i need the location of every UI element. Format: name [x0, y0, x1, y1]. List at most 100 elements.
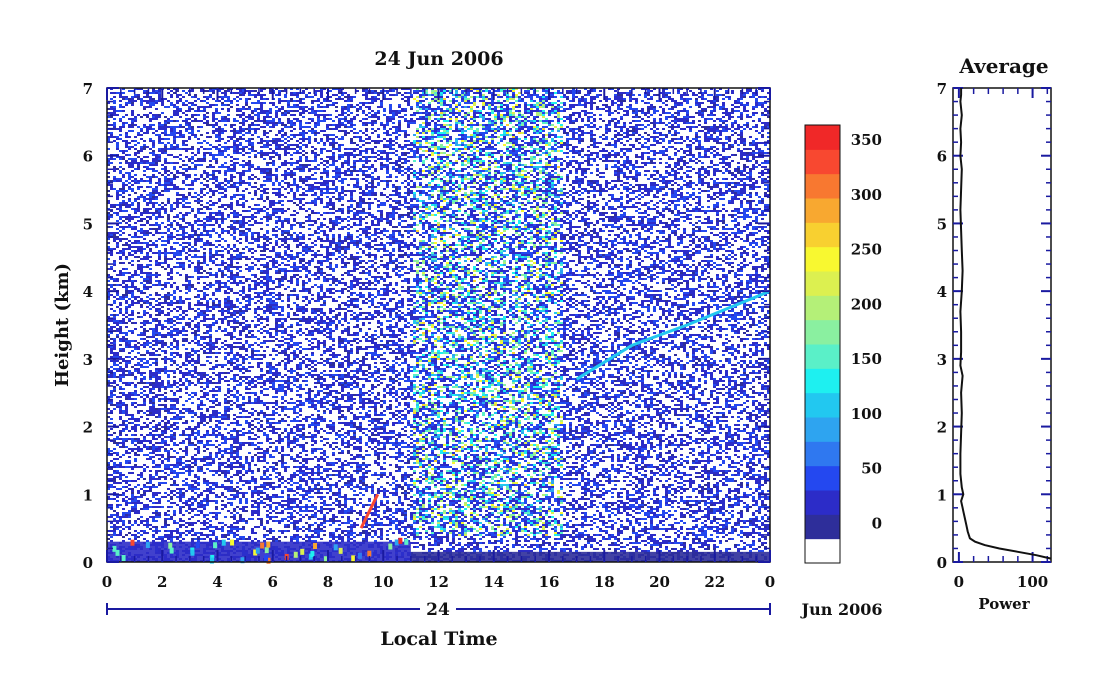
heatmap-cell [200, 90, 203, 92]
figure: 24 Jun 2006 Height (km) 0 2 4 6 8 10 12 14 16 18 2… [0, 0, 1102, 699]
heatmap-cell [407, 92, 410, 94]
heatmap-cell [407, 98, 410, 100]
heatmap-cell [425, 118, 428, 120]
heatmap-cell [440, 96, 443, 98]
heatmap-cell [413, 92, 416, 94]
heatmap-cell [590, 102, 593, 104]
heatmap-cell [302, 112, 305, 114]
heatmap-cell [566, 92, 569, 94]
heatmap-cell [419, 94, 422, 96]
heatmap-cell [536, 110, 539, 112]
heatmap-cell [473, 102, 476, 104]
heatmap-cell [257, 114, 260, 116]
heatmap-cell [137, 94, 140, 96]
heatmap-cell [740, 118, 743, 120]
heatmap-cell [242, 112, 245, 114]
heatmap-cell [410, 120, 413, 122]
heatmap-cell [464, 98, 467, 100]
heatmap-cell [347, 110, 350, 112]
heatmap-cell [710, 94, 713, 96]
heatmap-cell [416, 112, 419, 114]
heatmap-cell [494, 118, 497, 120]
heatmap-cell [413, 90, 416, 92]
heatmap-cell [686, 112, 689, 114]
heatmap-cell [431, 90, 434, 92]
heatmap-cell [158, 90, 161, 92]
heatmap-cell [266, 116, 269, 118]
heatmap-cell [212, 104, 215, 106]
heatmap-cell [335, 116, 338, 118]
heatmap-cell [710, 118, 713, 120]
heatmap-cell [188, 106, 191, 108]
heatmap-cell [704, 108, 707, 110]
heatmap-cell [350, 106, 353, 108]
heatmap-cell [473, 96, 476, 98]
heatmap-cell [464, 100, 467, 102]
heatmap-cell [617, 96, 620, 98]
heatmap-cell [329, 114, 332, 116]
heatmap-cell [137, 98, 140, 100]
heatmap-cell [326, 114, 329, 116]
heatmap-cell [296, 120, 299, 122]
heatmap-cell [620, 102, 623, 104]
heatmap-cell [434, 96, 437, 98]
heatmap-cell [647, 106, 650, 108]
heatmap-cell [407, 102, 410, 104]
heatmap-cell [737, 106, 740, 108]
heatmap-cell [626, 114, 629, 116]
heatmap-cell [635, 116, 638, 118]
heatmap-cell [266, 110, 269, 112]
heatmap-cell [314, 110, 317, 112]
heatmap-cell [125, 98, 128, 100]
heatmap-cell [377, 106, 380, 108]
heatmap-cell [152, 118, 155, 120]
heatmap-cell [176, 112, 179, 114]
heatmap-cell [731, 92, 734, 94]
y-axis-label: Height (km) [52, 263, 73, 387]
heatmap-cell [557, 114, 560, 116]
heatmap-cell [617, 108, 620, 110]
heatmap-cell [668, 98, 671, 100]
heatmap-cell [149, 112, 152, 114]
heatmap-cell [503, 100, 506, 102]
heatmap-cell [221, 108, 224, 110]
heatmap-cell [440, 90, 443, 92]
heatmap-cell [359, 120, 362, 122]
heatmap-cell [644, 94, 647, 96]
heatmap-cell [248, 94, 251, 96]
heatmap-cell [437, 106, 440, 108]
heatmap-cell [404, 108, 407, 110]
heatmap-cell [512, 94, 515, 96]
heatmap-cell [569, 104, 572, 106]
heatmap-cell [125, 104, 128, 106]
heatmap-cell [419, 108, 422, 110]
heatmap-cell [599, 118, 602, 120]
heatmap-cell [257, 116, 260, 118]
heatmap-cell [563, 104, 566, 106]
heatmap-cell [521, 94, 524, 96]
heatmap-cell [167, 120, 170, 122]
heatmap-cell [389, 110, 392, 112]
heatmap-cell [122, 110, 125, 112]
heatmap-cell [239, 110, 242, 112]
heatmap-cell [629, 94, 632, 96]
heatmap-cell [278, 94, 281, 96]
heatmap-cell [488, 112, 491, 114]
heatmap-cell [623, 110, 626, 112]
heatmap-cell [392, 90, 395, 92]
heatmap-cell [653, 112, 656, 114]
heatmap-cell [317, 100, 320, 102]
heatmap-cell [725, 96, 728, 98]
heatmap-cell [704, 90, 707, 92]
heatmap-cell [416, 118, 419, 120]
heatmap-cell [584, 104, 587, 106]
heatmap-cell [758, 118, 761, 120]
heatmap-cell [461, 90, 464, 92]
heatmap-cell [164, 116, 167, 118]
heatmap-cell [488, 108, 491, 110]
heatmap-cell [620, 108, 623, 110]
heatmap-cell [110, 112, 113, 114]
heatmap-cell [497, 102, 500, 104]
heatmap-cell [671, 106, 674, 108]
heatmap-cell [575, 118, 578, 120]
